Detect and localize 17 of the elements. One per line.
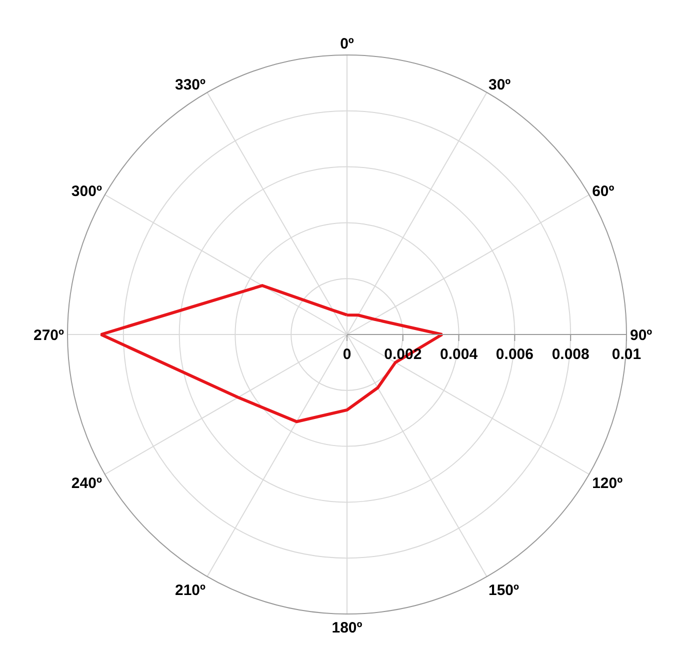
spoke-label: 240º xyxy=(71,475,102,492)
y-tick-label: 0.008 xyxy=(552,346,590,363)
spoke-label: 300º xyxy=(71,183,102,200)
y-tick-label: 0 xyxy=(342,346,352,363)
spoke-label: 60º xyxy=(592,183,615,200)
spoke-label: 210º xyxy=(174,582,206,600)
spoke-label: 90º xyxy=(630,326,653,344)
spoke-label: 150º xyxy=(488,582,520,600)
spoke-label: 330º xyxy=(174,76,206,94)
spoke-label: 180º xyxy=(332,620,363,636)
spoke-label: 270º xyxy=(33,326,65,344)
y-tick-label: 0.01 xyxy=(612,346,642,363)
y-tick-label: 0.004 xyxy=(440,346,478,363)
spoke-label: 0º xyxy=(340,36,354,52)
spoke-label: 30º xyxy=(488,76,512,94)
spoke-label: 120º xyxy=(592,475,624,492)
y-tick-label: 0.006 xyxy=(496,346,534,363)
